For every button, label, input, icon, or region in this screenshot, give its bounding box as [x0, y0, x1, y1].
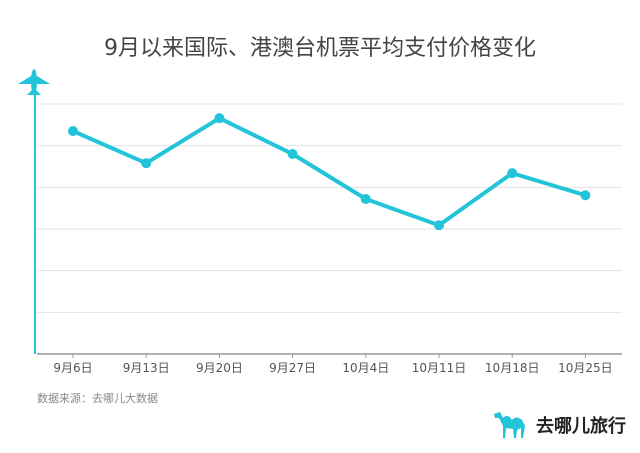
chart-title: 9月以来国际、港澳台机票平均支付价格变化 [104, 36, 536, 61]
data-point [68, 126, 78, 137]
x-tick-label: 9月6日 [53, 361, 92, 375]
x-tick-label: 10月25日 [558, 361, 613, 375]
data-point [360, 194, 371, 204]
x-tick-label: 9月20日 [196, 361, 243, 375]
x-tick-label: 10月18日 [485, 361, 540, 375]
brand-name: 去哪儿旅行 [536, 416, 626, 437]
x-tick-label: 10月11日 [412, 361, 467, 375]
x-tick-label: 10月4日 [342, 361, 389, 375]
data-point [580, 190, 591, 201]
data-point [507, 168, 518, 179]
brand-logo: 去哪儿旅行 [492, 410, 626, 440]
camel-icon [494, 412, 525, 438]
x-tick-label: 9月13日 [123, 361, 170, 375]
x-tick-label: 9月27日 [269, 361, 316, 375]
data-point [287, 149, 298, 159]
data-point [141, 158, 152, 169]
data-point [214, 113, 225, 124]
data-point [434, 220, 444, 231]
data-source: 数据来源：去哪儿大数据 [37, 392, 158, 405]
series-line [72, 116, 586, 228]
airplane-icon [18, 69, 50, 95]
